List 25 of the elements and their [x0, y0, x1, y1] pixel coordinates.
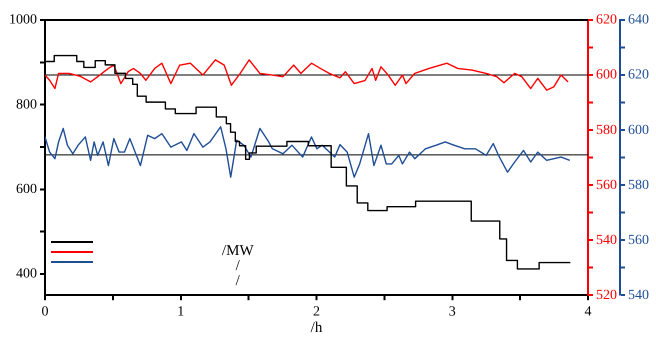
y3-tick-label: 580 [628, 178, 649, 193]
x-tick-label: 2 [313, 304, 320, 320]
y-tick-label: 400 [16, 266, 37, 282]
annotation: / [236, 258, 241, 274]
x-tick-label: 4 [584, 304, 592, 320]
y3-tick-label: 540 [628, 288, 649, 303]
annotation: / [236, 273, 241, 290]
y2-tick-label: 580 [596, 122, 617, 138]
y2-tick-label: 540 [596, 232, 617, 248]
x-tick-label: 0 [42, 304, 48, 320]
y3-tick-label: 560 [628, 232, 649, 248]
x-tick-label: 3 [448, 304, 456, 320]
y2-tick-label: 560 [596, 178, 617, 193]
y3-tick-label: 640 [628, 12, 649, 28]
y3-tick-label: 620 [628, 68, 649, 83]
y-tick-label: 800 [16, 97, 37, 112]
x-tick-label: 1 [177, 304, 184, 320]
y2-tick-label: 620 [596, 12, 617, 28]
y-tick-label: 600 [16, 182, 37, 198]
x-axis-title: /h [310, 320, 323, 336]
y3-tick-label: 600 [628, 122, 649, 138]
y2-tick-label: 600 [596, 68, 617, 83]
y2-tick-label: 520 [596, 288, 617, 303]
y-tick-label: 1000 [9, 12, 37, 28]
annotation: /MW [222, 243, 254, 260]
